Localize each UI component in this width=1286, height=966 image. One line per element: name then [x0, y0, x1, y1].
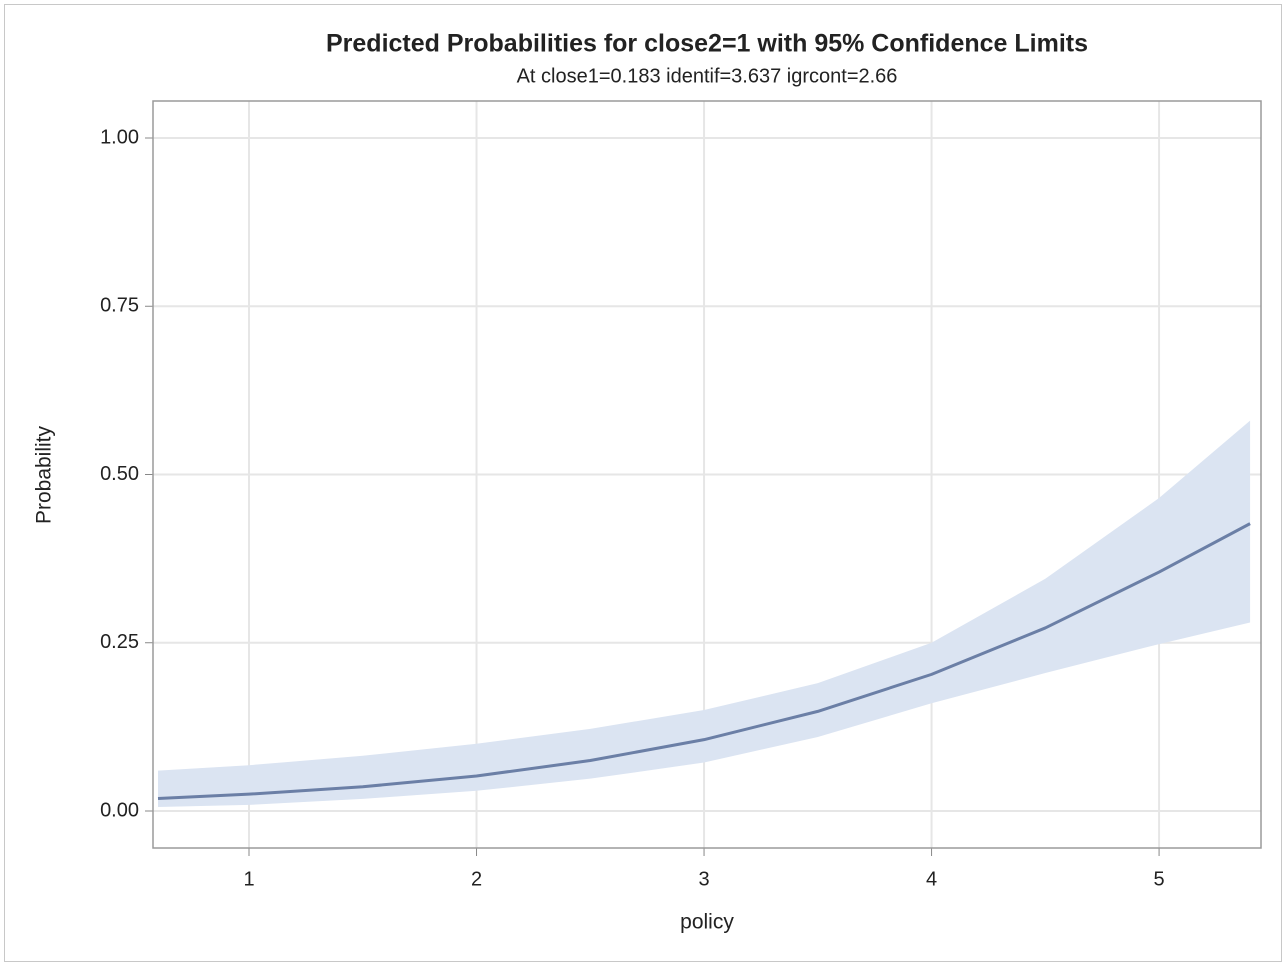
x-tick-label: 4 — [926, 868, 937, 890]
predicted-line — [157, 522, 1251, 801]
y-tick-label: 0.25 — [100, 631, 139, 653]
x-axis-label: policy — [680, 911, 734, 934]
x-tick-label: 1 — [243, 868, 254, 890]
y-axis-label: Probability — [33, 425, 56, 524]
x-tick-label: 3 — [698, 868, 709, 890]
y-tick-label: 0.50 — [100, 463, 139, 485]
confidence-band — [158, 420, 1251, 807]
x-tick-label: 2 — [471, 868, 482, 890]
x-tick-label: 5 — [1154, 868, 1165, 890]
chart-subtitle: At close1=0.183 identif=3.637 igrcont=2.… — [517, 65, 898, 87]
y-tick-label: 0.00 — [100, 799, 139, 821]
y-tick-label: 0.75 — [100, 295, 139, 317]
chart-title: Predicted Probabilities for close2=1 wit… — [326, 30, 1088, 58]
plot-frame — [152, 100, 1262, 849]
y-tick-label: 1.00 — [100, 126, 139, 148]
